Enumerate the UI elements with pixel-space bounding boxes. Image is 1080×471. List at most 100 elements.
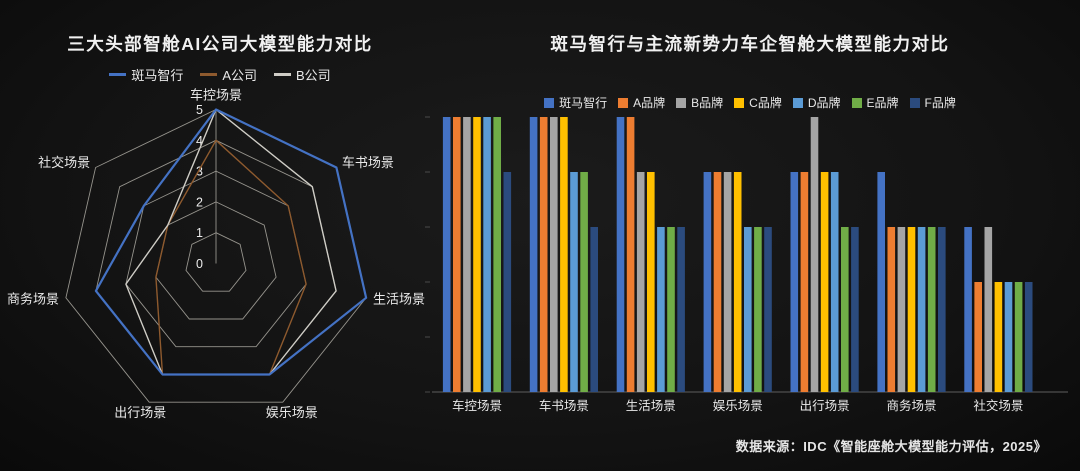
bar-娱乐场景-E品牌 <box>754 227 762 392</box>
legend-label: 斑马智行 <box>559 96 608 110</box>
bar-娱乐场景-A品牌 <box>713 172 722 392</box>
legend-swatch-icon <box>851 97 862 108</box>
legend-label: A公司 <box>222 68 257 83</box>
radar-scale-label-3: 3 <box>196 165 203 179</box>
bar-社交场景-斑马智行 <box>964 227 972 392</box>
legend-swatch-icon <box>792 97 803 108</box>
bar-生活场景-F品牌 <box>677 227 685 392</box>
bar-出行场景-斑马智行 <box>790 172 799 392</box>
legend-item-斑马智行: 斑马智行 <box>544 94 607 111</box>
legend-item-F品牌: F品牌 <box>909 94 956 111</box>
bar-社交场景-A品牌 <box>974 282 982 392</box>
bar-生活场景-A品牌 <box>626 117 635 392</box>
legend-item-B公司: B公司 <box>274 65 331 84</box>
radar-scale-label-1: 1 <box>196 226 203 240</box>
bar-商务场景-F品牌 <box>938 227 946 392</box>
bar-chart: 车控场景 车书场景 生活场景 娱乐场景 出行场景 商务场景 社交场景 <box>425 116 1068 413</box>
bar-娱乐场景-C品牌 <box>733 172 742 392</box>
legend-label: 斑马智行 <box>131 68 184 83</box>
bar-车控场景-E品牌 <box>493 117 501 392</box>
bar-商务场景-E品牌 <box>927 227 936 392</box>
bar-车控场景-C品牌 <box>473 117 481 392</box>
bar-chart-title: 斑马智行与主流新势力车企智舱大模型能力对比 <box>550 34 950 54</box>
legend-item-A品牌: A品牌 <box>618 94 665 111</box>
radar-scale-label-2: 2 <box>196 195 203 209</box>
bar-商务场景-斑马智行 <box>877 172 885 392</box>
radar-series-B公司 <box>125 108 337 376</box>
bar-社交场景-F品牌 <box>1024 282 1033 392</box>
bar-娱乐场景-F品牌 <box>764 227 772 392</box>
bar-商务场景-A品牌 <box>887 227 896 392</box>
bar-出行场景-D品牌 <box>830 172 839 392</box>
bar-出行场景-C品牌 <box>820 172 829 392</box>
bar-category-label-娱乐场景: 娱乐场景 <box>713 399 763 413</box>
radar-series-斑马智行 <box>94 108 368 376</box>
bar-legend: 斑马智行 A品牌 B品牌 C品牌 D品牌 E品牌 F品牌 <box>420 94 1080 111</box>
legend-label: C品牌 <box>749 96 782 110</box>
legend-label: E品牌 <box>866 96 899 110</box>
bar-车控场景-A品牌 <box>453 117 461 392</box>
bar-category-label-生活场景: 生活场景 <box>626 399 676 413</box>
legend-swatch-icon <box>618 97 629 108</box>
legend-item-D品牌: D品牌 <box>792 94 841 111</box>
legend-label: A品牌 <box>633 96 666 110</box>
bar-车书场景-斑马智行 <box>529 117 538 392</box>
legend-swatch-icon <box>734 97 745 108</box>
legend-swatch-icon <box>544 97 555 108</box>
radar-scale-label-4: 4 <box>196 134 203 148</box>
radar-grid-ring-1 <box>185 232 247 292</box>
radar-axis-label-商务场景: 商务场景 <box>7 291 59 306</box>
bar-商务场景-C品牌 <box>907 227 916 392</box>
legend-label: B公司 <box>296 68 331 83</box>
bar-娱乐场景-B品牌 <box>723 172 732 392</box>
bar-车控场景-D品牌 <box>483 117 491 392</box>
bar-车书场景-F品牌 <box>590 227 598 392</box>
radar-axis-label-车控场景: 车控场景 <box>190 88 242 103</box>
legend-swatch-icon <box>274 73 291 76</box>
data-source-note: 数据来源：IDC《智能座舱大模型能力评估，2025》 <box>735 439 1047 454</box>
legend-swatch-icon <box>909 97 920 108</box>
bar-车控场景-B品牌 <box>463 117 471 392</box>
bar-商务场景-D品牌 <box>917 227 926 392</box>
legend-label: F品牌 <box>924 96 956 110</box>
bar-社交场景-E品牌 <box>1014 282 1023 392</box>
bar-生活场景-D品牌 <box>657 227 665 392</box>
radar-axis-label-生活场景: 生活场景 <box>373 291 425 306</box>
bar-生活场景-C品牌 <box>647 172 655 392</box>
bar-车书场景-E品牌 <box>580 172 588 392</box>
bar-社交场景-C品牌 <box>994 282 1003 392</box>
radar-scale-label-0: 0 <box>196 257 203 271</box>
bar-车书场景-B品牌 <box>550 117 558 392</box>
radar-axis-label-娱乐场景: 娱乐场景 <box>266 405 318 420</box>
bar-社交场景-B品牌 <box>984 227 993 392</box>
bar-category-label-社交场景: 社交场景 <box>973 398 1023 413</box>
bar-出行场景-A品牌 <box>800 172 809 392</box>
bar-商务场景-B品牌 <box>897 227 906 392</box>
bar-生活场景-斑马智行 <box>616 117 625 392</box>
legend-item-斑马智行: 斑马智行 <box>109 65 183 84</box>
bar-车书场景-D品牌 <box>570 172 578 392</box>
bar-车书场景-C品牌 <box>560 117 568 392</box>
radar-scale-label-5: 5 <box>196 103 203 117</box>
radar-axis-label-车书场景: 车书场景 <box>342 155 394 170</box>
bar-社交场景-D品牌 <box>1004 282 1013 392</box>
bar-车控场景-斑马智行 <box>442 117 451 392</box>
bar-出行场景-E品牌 <box>841 227 849 392</box>
radar-chart-title: 三大头部智舱AI公司大模型能力对比 <box>67 34 373 54</box>
bar-生活场景-E品牌 <box>667 227 675 392</box>
legend-swatch-icon <box>676 97 687 108</box>
bar-出行场景-F品牌 <box>851 227 859 392</box>
legend-label: D品牌 <box>807 96 841 110</box>
radar-legend: 斑马智行 A公司 B公司 <box>0 65 440 84</box>
bar-category-label-出行场景: 出行场景 <box>800 399 850 413</box>
legend-item-A公司: A公司 <box>200 65 257 84</box>
bar-category-label-商务场景: 商务场景 <box>886 398 936 413</box>
legend-swatch-icon <box>109 73 127 76</box>
radar-axis-label-社交场景: 社交场景 <box>38 155 90 170</box>
legend-item-C品牌: C品牌 <box>734 94 782 111</box>
bar-娱乐场景-D品牌 <box>744 227 752 392</box>
bar-娱乐场景-斑马智行 <box>703 172 712 392</box>
radar-series-A公司 <box>155 139 307 376</box>
